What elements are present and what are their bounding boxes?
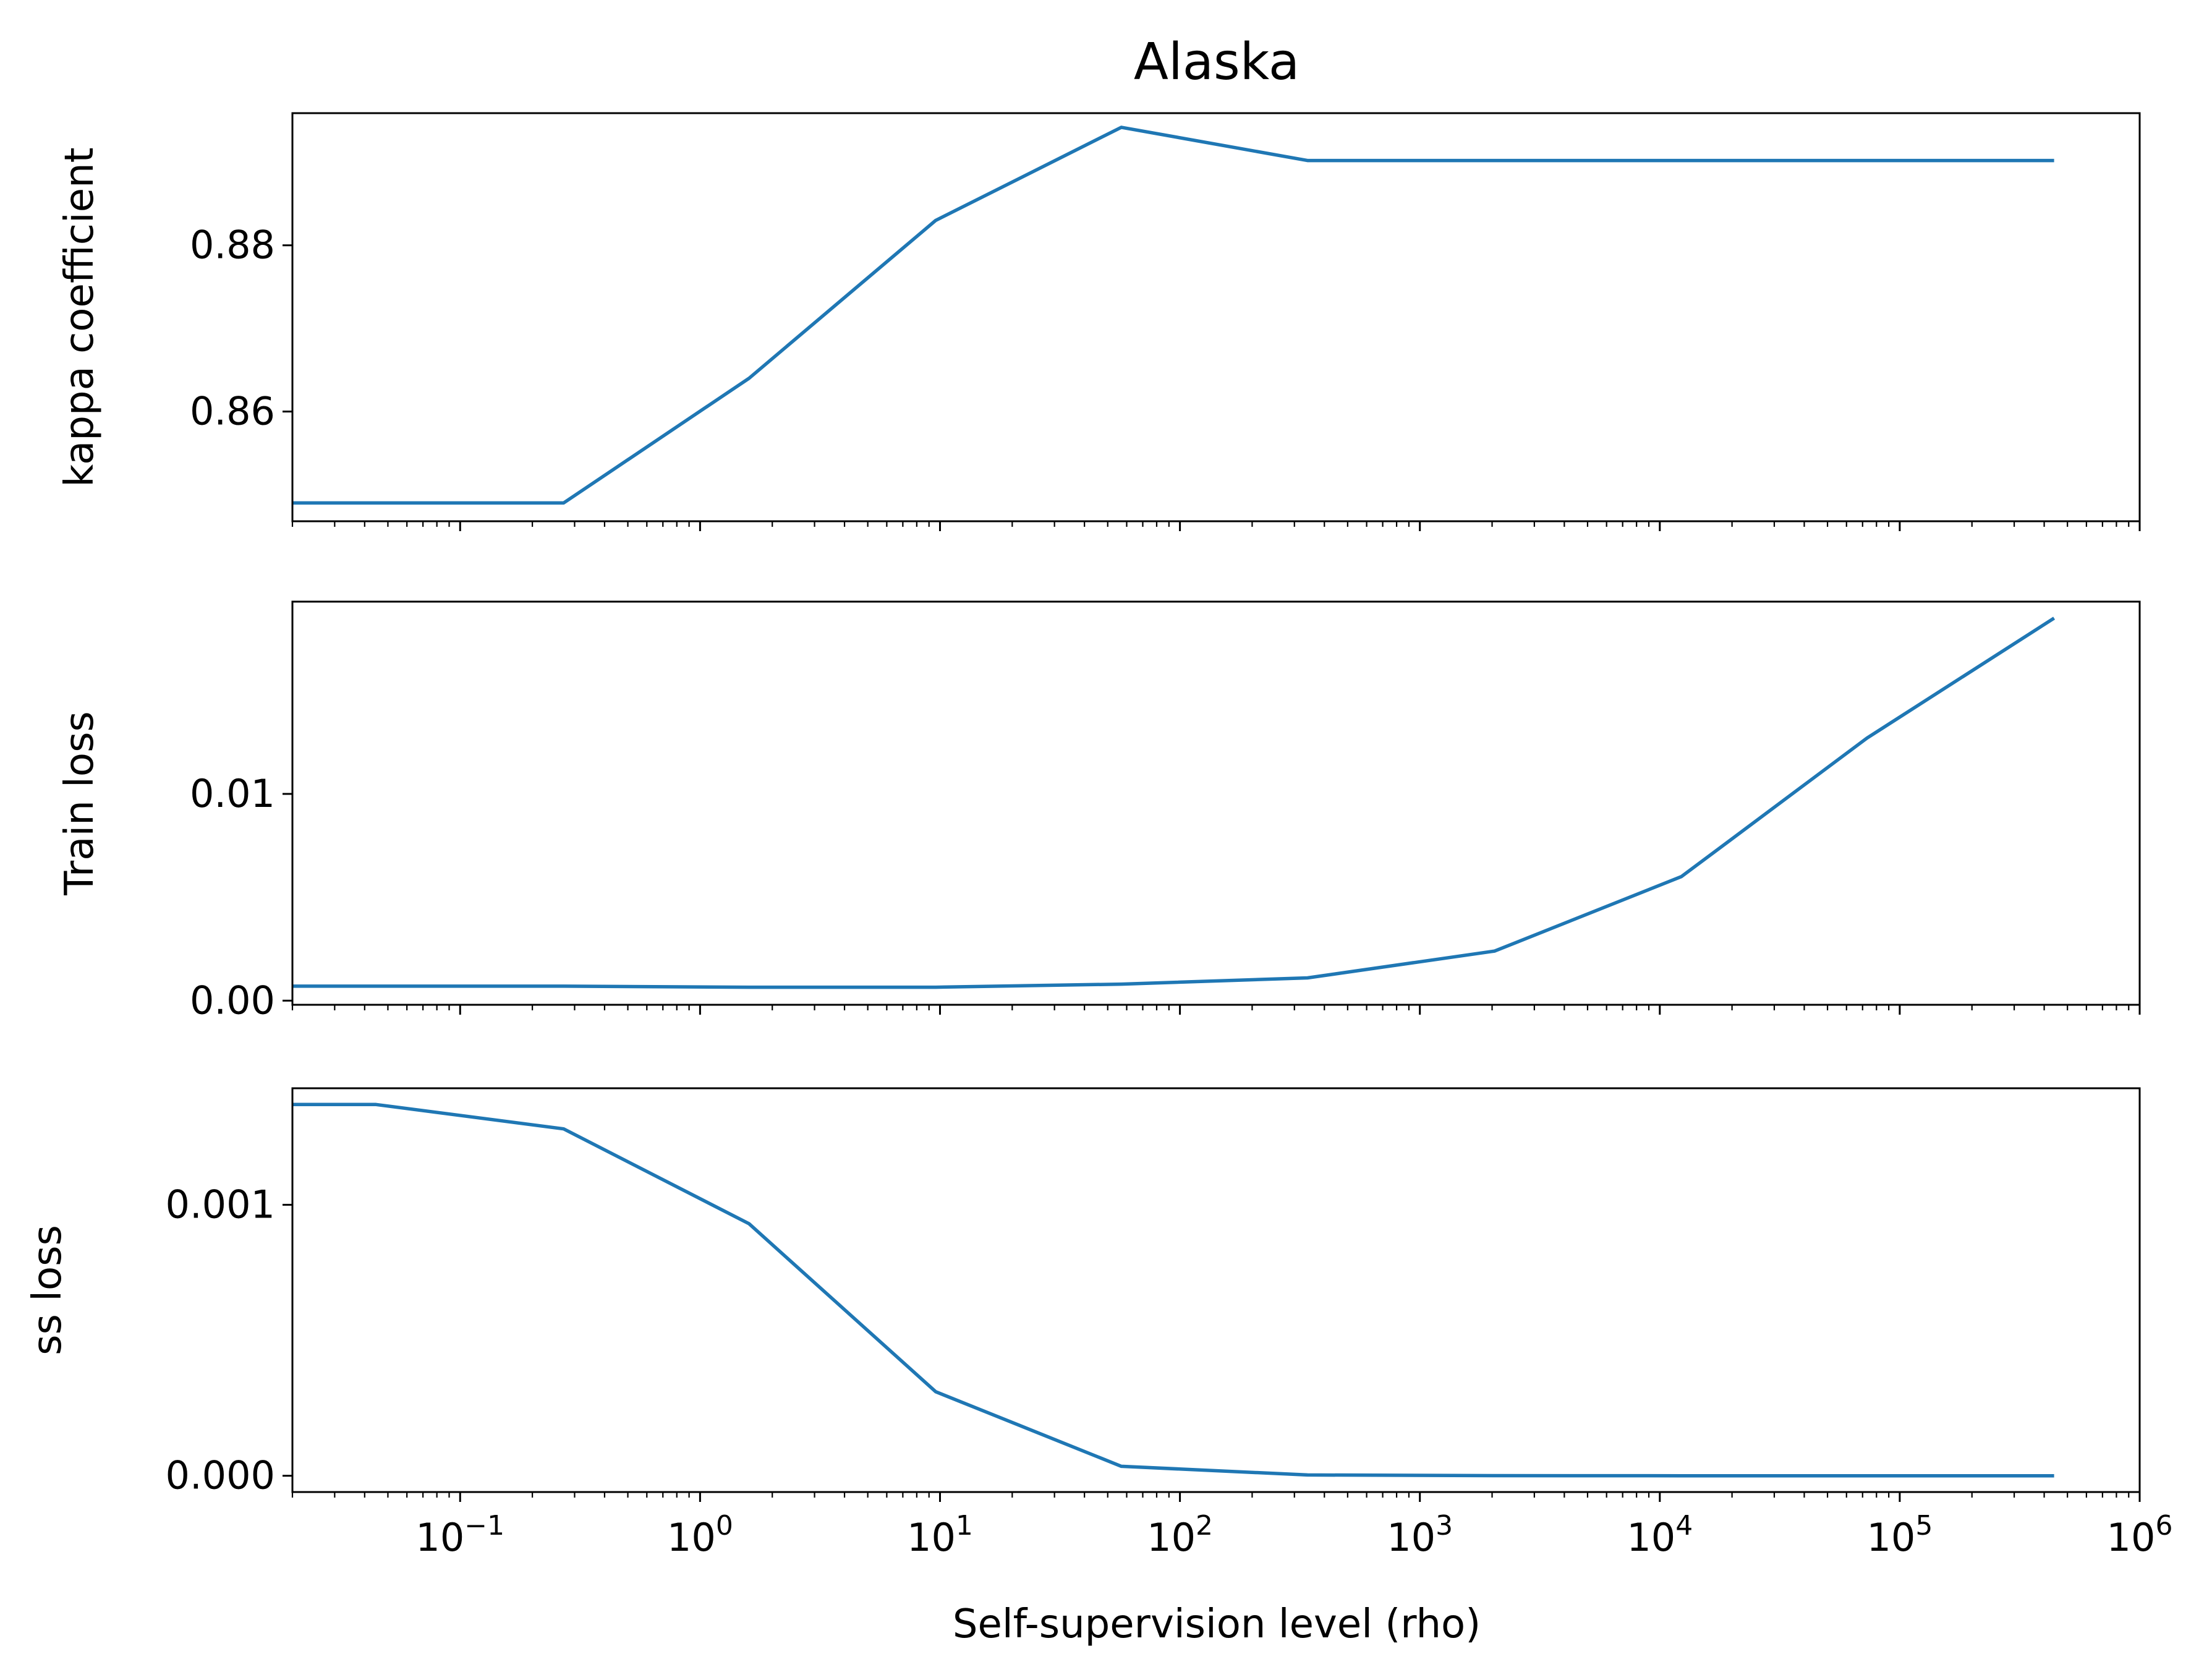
plot-frame xyxy=(291,1087,2141,1493)
y-axis-label: kappa coefficient xyxy=(57,147,103,487)
y-tick-label: 0.00 xyxy=(190,978,275,1023)
panel-1: 0.86 0.88 kappa coefficient xyxy=(57,112,2141,531)
panel-3: 0.000 0.001 ss loss 10−1 100 101 102 103 104 105 1… xyxy=(25,1087,2173,1560)
y-tick-label: 0.88 xyxy=(190,223,275,268)
y-axis-label: ss loss xyxy=(25,1225,70,1355)
y-axis-label: Train loss xyxy=(57,711,103,896)
chart-title: Alaska xyxy=(1134,33,1300,92)
series-line xyxy=(292,616,2056,989)
x-tick-label: 106 xyxy=(2107,1510,2173,1560)
panels: 0.86 0.88 kappa coefficient 0.00 0.01 Train l… xyxy=(25,112,2173,1560)
x-tick-label: 101 xyxy=(907,1510,973,1560)
y-tick-label: 0.86 xyxy=(190,389,275,434)
x-tick-label: 103 xyxy=(1387,1510,1453,1560)
x-axis-label: Self-supervision level (rho) xyxy=(953,1601,1481,1647)
x-tick-label: 105 xyxy=(1866,1510,1933,1560)
x-tick-label: 104 xyxy=(1627,1510,1693,1560)
y-tick-label: 0.001 xyxy=(166,1182,276,1227)
series-line xyxy=(292,126,2054,505)
x-tick-label: 100 xyxy=(667,1510,733,1560)
y-tick-label: 0.01 xyxy=(190,771,275,816)
plot-frame xyxy=(291,112,2141,522)
x-tick-label: 10−1 xyxy=(415,1510,504,1560)
plot-frame xyxy=(291,600,2141,1006)
panel-2: 0.00 0.01 Train loss xyxy=(57,600,2141,1023)
x-tick-label: 102 xyxy=(1147,1510,1213,1560)
y-tick-label: 0.000 xyxy=(166,1453,276,1498)
series-line xyxy=(292,1102,2054,1478)
